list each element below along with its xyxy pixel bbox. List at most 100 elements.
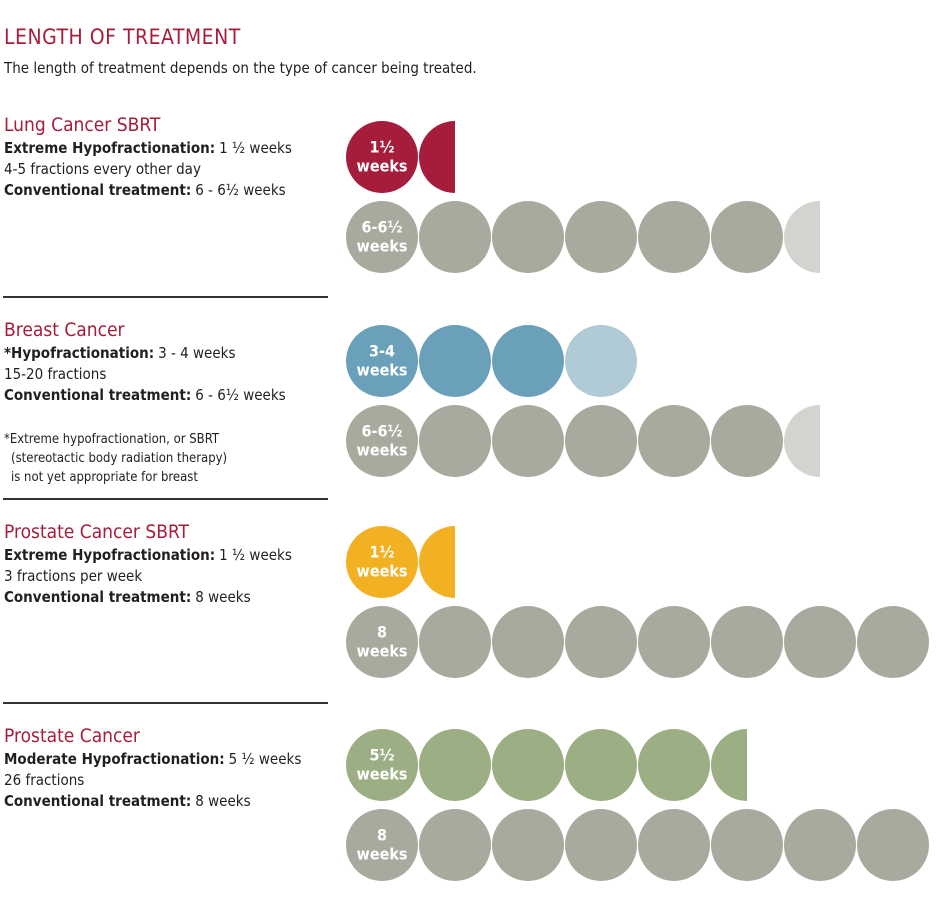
week-circle bbox=[419, 405, 491, 477]
week-circle bbox=[346, 201, 418, 273]
week-circle bbox=[346, 325, 418, 397]
detail-label: Extreme Hypofractionation: bbox=[4, 139, 216, 157]
week-half-circle bbox=[784, 405, 820, 477]
week-circle bbox=[638, 201, 710, 273]
detail-line: 3 fractions per week bbox=[4, 567, 142, 585]
week-circle bbox=[857, 606, 929, 678]
detail-line: 26 fractions bbox=[4, 771, 84, 789]
detail-text: 26 fractions bbox=[4, 771, 85, 789]
bar-unit: weeks bbox=[357, 361, 408, 380]
detail-line: Moderate Hypofractionation: 5 ½ weeks bbox=[4, 750, 301, 768]
week-circle bbox=[565, 201, 637, 273]
divider bbox=[3, 296, 328, 298]
bar-label: 6-6½ bbox=[362, 218, 403, 237]
week-half-circle bbox=[784, 201, 820, 273]
week-circle bbox=[346, 729, 418, 801]
week-half-circle bbox=[419, 121, 455, 193]
week-circle bbox=[711, 606, 783, 678]
detail-text: 1 ½ weeks bbox=[219, 139, 292, 157]
detail-text: 4-5 fractions every other day bbox=[4, 160, 201, 178]
detail-label: Conventional treatment: bbox=[4, 386, 192, 404]
week-circle bbox=[492, 201, 564, 273]
detail-text: 6 - 6½ weeks bbox=[195, 181, 286, 199]
bar-label: 1½ bbox=[370, 543, 395, 562]
week-half-circle bbox=[419, 526, 455, 598]
week-circle bbox=[492, 405, 564, 477]
week-circle bbox=[638, 606, 710, 678]
week-circle bbox=[638, 809, 710, 881]
detail-line: 4-5 fractions every other day bbox=[4, 160, 201, 178]
detail-text: 8 weeks bbox=[195, 792, 251, 810]
detail-line: Conventional treatment: 8 weeks bbox=[4, 792, 251, 810]
detail-line: Extreme Hypofractionation: 1 ½ weeks bbox=[4, 546, 292, 564]
detail-label: Conventional treatment: bbox=[4, 792, 192, 810]
week-circle bbox=[784, 606, 856, 678]
detail-text: 3 - 4 weeks bbox=[158, 344, 236, 362]
section-heading: Prostate Cancer SBRT bbox=[4, 521, 189, 543]
week-circle bbox=[492, 325, 564, 397]
week-circle bbox=[565, 325, 637, 397]
detail-text: 3 fractions per week bbox=[4, 567, 143, 585]
bar-unit: weeks bbox=[357, 642, 408, 661]
footnote-line: is not yet appropriate for breast bbox=[11, 470, 198, 485]
section-heading: Breast Cancer bbox=[4, 319, 125, 341]
week-circle bbox=[711, 405, 783, 477]
week-circle bbox=[638, 405, 710, 477]
week-circle bbox=[346, 526, 418, 598]
week-circle bbox=[346, 809, 418, 881]
week-circle bbox=[492, 809, 564, 881]
bar-label: 8 bbox=[377, 826, 387, 845]
week-circle bbox=[346, 121, 418, 193]
detail-line: Extreme Hypofractionation: 1 ½ weeks bbox=[4, 139, 292, 157]
bar-unit: weeks bbox=[357, 441, 408, 460]
section-heading: Lung Cancer SBRT bbox=[4, 114, 161, 136]
week-circle bbox=[565, 606, 637, 678]
detail-line: Conventional treatment: 8 weeks bbox=[4, 588, 251, 606]
detail-line: Conventional treatment: 6 - 6½ weeks bbox=[4, 386, 286, 404]
bar-label: 5½ bbox=[370, 746, 395, 765]
title: LENGTH OF TREATMENT bbox=[4, 25, 241, 49]
week-circle bbox=[565, 809, 637, 881]
bar-label: 6-6½ bbox=[362, 422, 403, 441]
week-circle bbox=[346, 606, 418, 678]
bar-unit: weeks bbox=[357, 157, 408, 176]
detail-label: Extreme Hypofractionation: bbox=[4, 546, 216, 564]
detail-line: 15-20 fractions bbox=[4, 365, 106, 383]
detail-label: Conventional treatment: bbox=[4, 588, 192, 606]
bar-label: 3-4 bbox=[369, 342, 395, 361]
bar-unit: weeks bbox=[357, 765, 408, 784]
detail-text: 5 ½ weeks bbox=[228, 750, 302, 768]
detail-text: 6 - 6½ weeks bbox=[195, 386, 286, 404]
bar-label: 1½ bbox=[370, 138, 395, 157]
detail-line: *Hypofractionation: 3 - 4 weeks bbox=[4, 344, 236, 362]
bar-unit: weeks bbox=[357, 237, 408, 256]
bar-unit: weeks bbox=[357, 562, 408, 581]
week-circle bbox=[419, 201, 491, 273]
week-circle bbox=[419, 809, 491, 881]
divider bbox=[3, 498, 328, 500]
week-half-circle bbox=[711, 729, 747, 801]
week-circle bbox=[638, 729, 710, 801]
section-heading: Prostate Cancer bbox=[4, 725, 140, 747]
week-circle bbox=[565, 729, 637, 801]
week-circle bbox=[419, 729, 491, 801]
detail-line: Conventional treatment: 6 - 6½ weeks bbox=[4, 181, 286, 199]
bar-unit: weeks bbox=[357, 845, 408, 864]
week-circle bbox=[711, 809, 783, 881]
week-circle bbox=[711, 201, 783, 273]
footnote-line: (stereotactic body radiation therapy) bbox=[11, 451, 228, 466]
week-circle bbox=[784, 809, 856, 881]
subtitle: The length of treatment depends on the t… bbox=[4, 59, 477, 77]
week-circle bbox=[492, 729, 564, 801]
divider bbox=[3, 702, 328, 704]
bar-label: 8 bbox=[377, 623, 387, 642]
week-circle bbox=[419, 606, 491, 678]
detail-label: *Hypofractionation: bbox=[4, 344, 155, 362]
footnote-line: *Extreme hypofractionation, or SBRT bbox=[4, 432, 220, 447]
week-circle bbox=[492, 606, 564, 678]
detail-label: Conventional treatment: bbox=[4, 181, 192, 199]
detail-text: 8 weeks bbox=[195, 588, 251, 606]
week-circle bbox=[419, 325, 491, 397]
